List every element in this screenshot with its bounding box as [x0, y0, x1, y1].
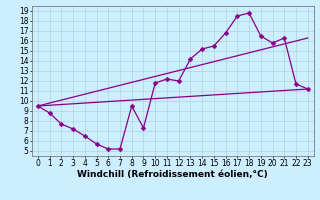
X-axis label: Windchill (Refroidissement éolien,°C): Windchill (Refroidissement éolien,°C)	[77, 170, 268, 179]
